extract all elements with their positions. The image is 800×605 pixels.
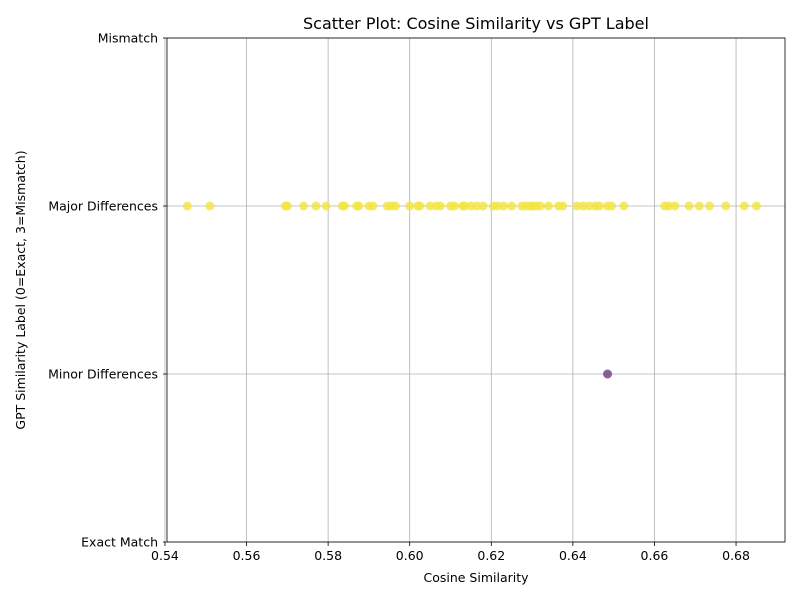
scatter-point bbox=[543, 201, 553, 211]
scatter-point bbox=[339, 201, 349, 211]
scatter-point bbox=[535, 201, 545, 211]
scatter-point bbox=[619, 201, 629, 211]
x-tick-label: 0.68 bbox=[722, 548, 750, 563]
scatter-point bbox=[507, 201, 517, 211]
x-tick-label: 0.64 bbox=[559, 548, 587, 563]
scatter-point bbox=[435, 201, 445, 211]
scatter-point bbox=[390, 201, 400, 211]
y-tick-label: Major Differences bbox=[48, 199, 158, 214]
scatter-point bbox=[594, 201, 604, 211]
scatter-point bbox=[205, 201, 215, 211]
scatter-point bbox=[607, 201, 617, 211]
y-tick-label: Exact Match bbox=[81, 535, 158, 550]
scatter-point bbox=[450, 201, 460, 211]
scatter-point bbox=[354, 201, 364, 211]
data-points bbox=[182, 201, 761, 379]
scatter-point bbox=[739, 201, 749, 211]
scatter-point bbox=[705, 201, 715, 211]
scatter-point bbox=[415, 201, 425, 211]
y-tick-label: Mismatch bbox=[98, 31, 158, 46]
chart-title: Scatter Plot: Cosine Similarity vs GPT L… bbox=[303, 14, 649, 33]
scatter-point bbox=[311, 201, 321, 211]
scatter-point bbox=[558, 201, 568, 211]
x-axis-ticks: 0.54 0.56 0.58 0.60 0.62 0.64 0.66 0.68 bbox=[151, 542, 750, 563]
scatter-point bbox=[478, 201, 488, 211]
y-tick-label: Minor Differences bbox=[48, 367, 158, 382]
x-axis-label: Cosine Similarity bbox=[423, 570, 529, 585]
scatter-point bbox=[499, 201, 509, 211]
x-tick-label: 0.66 bbox=[641, 548, 669, 563]
x-tick-label: 0.56 bbox=[233, 548, 261, 563]
scatter-point bbox=[299, 201, 309, 211]
x-tick-label: 0.60 bbox=[396, 548, 424, 563]
x-tick-label: 0.58 bbox=[314, 548, 342, 563]
y-axis-label: GPT Similarity Label (0=Exact, 3=Mismatc… bbox=[13, 150, 28, 429]
scatter-point bbox=[603, 369, 613, 379]
scatter-point bbox=[721, 201, 731, 211]
scatter-point bbox=[405, 201, 415, 211]
scatter-point bbox=[670, 201, 680, 211]
x-tick-label: 0.54 bbox=[151, 548, 179, 563]
scatter-point bbox=[321, 201, 331, 211]
scatter-point bbox=[751, 201, 761, 211]
x-tick-label: 0.62 bbox=[477, 548, 505, 563]
y-axis-ticks: Exact Match Minor Differences Major Differ… bbox=[48, 31, 167, 550]
scatter-point bbox=[282, 201, 292, 211]
plot-frame bbox=[166, 37, 786, 543]
scatter-point bbox=[368, 201, 378, 211]
scatter-point bbox=[182, 201, 192, 211]
scatter-point bbox=[684, 201, 694, 211]
scatter-point bbox=[694, 201, 704, 211]
